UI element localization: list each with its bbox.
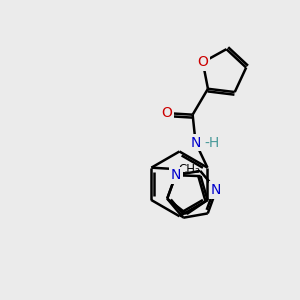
Text: CH₃: CH₃ xyxy=(178,163,200,176)
Text: O: O xyxy=(197,55,208,69)
Text: -H: -H xyxy=(204,136,219,150)
Text: N: N xyxy=(170,168,181,182)
Text: O: O xyxy=(162,106,172,120)
Text: N: N xyxy=(211,183,221,197)
Text: N: N xyxy=(190,136,201,150)
